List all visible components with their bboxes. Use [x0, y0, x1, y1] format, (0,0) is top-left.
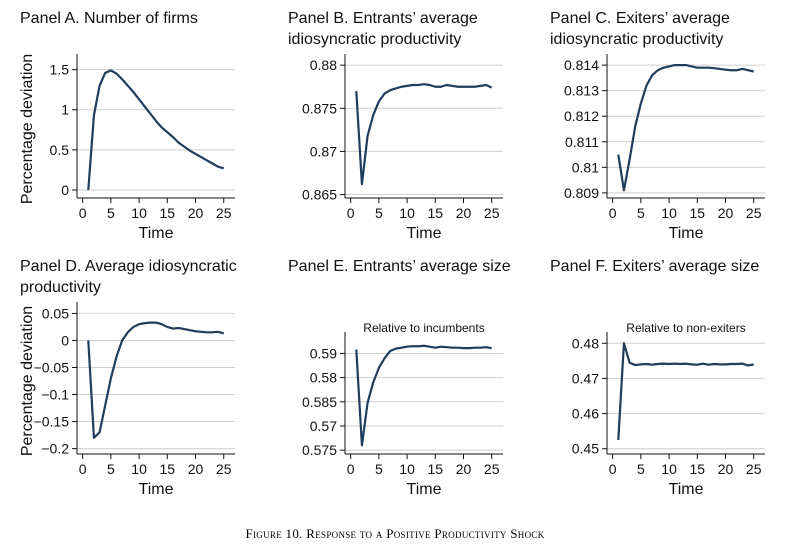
y-tick-label: 0.58 [310, 370, 337, 386]
x-tick-label: 0 [347, 205, 355, 221]
x-tick-label: 5 [637, 461, 645, 477]
y-axis-label: Percentage deviation [19, 306, 36, 456]
panel-title: Panel E. Entrants’ average size [288, 258, 511, 275]
x-tick-label: 15 [689, 205, 705, 221]
y-tick-label: 0 [61, 332, 69, 348]
figure-caption: Figure 10. Response to a Positive Produc… [245, 526, 545, 541]
x-tick-label: 15 [159, 205, 175, 221]
y-axis-label: Percentage deviation [19, 54, 36, 204]
y-tick-label: 0.865 [302, 187, 337, 203]
x-tick-label: 10 [399, 205, 415, 221]
x-axis-label: Time [139, 225, 174, 242]
y-tick-label: 0 [61, 182, 69, 198]
x-tick-label: 20 [188, 205, 204, 221]
y-tick-label: −0.1 [41, 387, 69, 403]
x-axis-label: Time [407, 481, 442, 498]
x-tick-label: 25 [216, 205, 232, 221]
y-tick-label: 0.81 [572, 159, 599, 175]
data-line [617, 64, 754, 192]
x-tick-label: 25 [484, 461, 500, 477]
x-tick-label: 5 [107, 205, 115, 221]
y-tick-label: 0.585 [302, 394, 337, 410]
x-tick-label: 0 [609, 205, 617, 221]
y-tick-label: 0.813 [564, 83, 599, 99]
y-tick-label: 0.809 [564, 185, 599, 201]
y-tick-label: 0.05 [42, 305, 69, 321]
x-tick-label: 20 [718, 461, 734, 477]
y-tick-label: 0.875 [302, 100, 337, 116]
x-tick-label: 25 [216, 461, 232, 477]
x-axis-label: Time [139, 481, 174, 498]
y-tick-label: −0.2 [41, 441, 69, 457]
data-line [355, 344, 492, 447]
data-line [617, 342, 754, 441]
y-tick-label: 1 [61, 102, 69, 118]
x-tick-label: 0 [347, 461, 355, 477]
x-tick-label: 15 [427, 205, 443, 221]
y-tick-label: −0.05 [34, 359, 70, 375]
y-tick-label: 0.47 [572, 370, 599, 386]
x-tick-label: 25 [746, 461, 762, 477]
x-tick-label: 5 [375, 205, 383, 221]
x-tick-label: 20 [456, 461, 472, 477]
x-tick-label: 20 [456, 205, 472, 221]
y-tick-label: 0.87 [310, 143, 337, 159]
y-tick-label: 0.811 [565, 134, 599, 150]
y-tick-label: 1.5 [50, 62, 70, 78]
panel-title: Panel C. Exiters’ average idiosyncratic … [550, 10, 730, 48]
panel-subtitle: Relative to incumbents [363, 321, 484, 335]
x-tick-label: 25 [746, 205, 762, 221]
x-tick-label: 5 [107, 461, 115, 477]
x-tick-label: 15 [689, 461, 705, 477]
y-tick-label: 0.48 [572, 335, 599, 351]
x-tick-label: 5 [375, 461, 383, 477]
x-axis-label: Time [669, 481, 704, 498]
panel-title: Panel B. Entrants’ average idiosyncratic… [288, 10, 478, 48]
x-axis-label: Time [407, 225, 442, 242]
data-line [355, 83, 493, 186]
x-tick-label: 20 [718, 205, 734, 221]
panel-title: Panel A. Number of firms [20, 10, 198, 27]
x-tick-label: 10 [131, 461, 147, 477]
x-tick-label: 0 [609, 461, 617, 477]
x-tick-label: 20 [188, 461, 204, 477]
panel-title: Panel D. Average idiosyncratic productiv… [20, 258, 237, 296]
x-tick-label: 0 [79, 461, 87, 477]
x-tick-label: 5 [637, 205, 645, 221]
x-tick-label: 10 [131, 205, 147, 221]
x-tick-label: 10 [661, 205, 677, 221]
x-tick-label: 0 [79, 205, 87, 221]
x-tick-label: 15 [427, 461, 443, 477]
y-tick-label: 0.57 [310, 418, 337, 434]
y-tick-label: −0.15 [34, 414, 70, 430]
y-tick-label: 0.46 [572, 406, 599, 422]
x-tick-label: 10 [661, 461, 677, 477]
y-tick-label: 0.812 [564, 108, 599, 124]
x-tick-label: 10 [399, 461, 415, 477]
x-tick-label: 25 [484, 205, 500, 221]
y-tick-label: 0.575 [302, 442, 337, 458]
x-tick-label: 15 [159, 461, 175, 477]
data-line [87, 69, 225, 191]
y-tick-label: 0.5 [50, 142, 70, 158]
data-line [87, 321, 225, 439]
panel-title: Panel F. Exiters’ average size [550, 258, 760, 275]
y-tick-label: 0.45 [572, 441, 599, 457]
panel-subtitle: Relative to non-exiters [626, 321, 745, 335]
y-tick-label: 0.814 [564, 57, 599, 73]
y-tick-label: 0.88 [310, 57, 337, 73]
x-axis-label: Time [669, 225, 704, 242]
y-tick-label: 0.59 [310, 345, 337, 361]
